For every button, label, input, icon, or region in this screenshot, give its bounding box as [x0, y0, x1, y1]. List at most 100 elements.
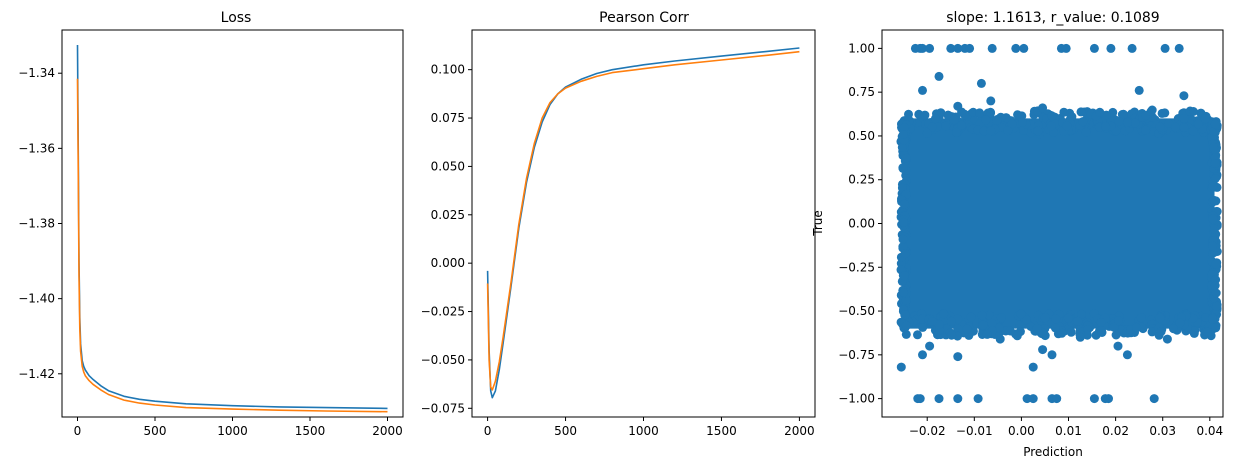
- scatter-cloud-point: [1067, 112, 1077, 122]
- scatter-cloud-point: [1201, 313, 1211, 322]
- scatter-cloud-point: [1033, 126, 1043, 136]
- scatter-point: [1038, 103, 1048, 113]
- scatter-point: [946, 43, 956, 53]
- pearson-panel: Pearson Corr 0 500 1000 1500 20000.1000.0750…: [421, 10, 816, 438]
- scatter-point: [1019, 43, 1029, 53]
- scatter-point: [1122, 350, 1132, 360]
- scatter-panel: slope: 1.1613, r_value: 0.1089 −0.02 −0.0…: [811, 10, 1224, 459]
- scatter-point: [1028, 362, 1038, 372]
- scatter-cloud-point: [966, 312, 976, 322]
- scatter-point: [1160, 43, 1170, 53]
- scatter-point: [1127, 43, 1137, 53]
- scatter-point: [1052, 394, 1062, 404]
- scatter-x-tick-label: 0.03: [1149, 424, 1176, 438]
- scatter-cloud-point: [901, 153, 911, 163]
- scatter-point: [1134, 85, 1144, 95]
- scatter-point: [896, 362, 906, 372]
- pearson-series-2-line: [486, 50, 800, 391]
- scatter-cloud-point: [1097, 326, 1106, 335]
- scatter-axes-frame: [881, 29, 1224, 418]
- scatter-cloud-point: [1005, 326, 1015, 336]
- loss-x-tick-label: 2000: [372, 424, 403, 438]
- scatter-cloud-point: [1210, 174, 1220, 183]
- scatter-point: [953, 394, 963, 404]
- pearson-title: Pearson Corr: [599, 10, 689, 26]
- scatter-cloud-point: [984, 310, 994, 320]
- scatter-cloud-point: [922, 128, 932, 138]
- scatter-x-tick-label: 0.02: [1102, 424, 1129, 438]
- scatter-cloud-point: [1013, 110, 1023, 120]
- scatter-dense-cloud: [903, 118, 1215, 329]
- scatter-cloud-point: [931, 114, 940, 124]
- scatter-cloud-point: [1147, 327, 1157, 337]
- scatter-point: [1038, 345, 1048, 355]
- scatter-cloud-point: [1012, 331, 1022, 341]
- scatter-cloud-point: [1130, 118, 1140, 128]
- scatter-point: [918, 43, 927, 53]
- pearson-y-tick-label: −0.075: [421, 401, 465, 415]
- scatter-point: [1104, 394, 1113, 404]
- scatter-point: [1106, 43, 1116, 53]
- pearson-y-tick-label: −0.025: [421, 305, 465, 319]
- loss-y-tick-label: −1.40: [18, 292, 55, 306]
- scatter-x-tick-label: 0.00: [1008, 424, 1035, 438]
- scatter-cloud-point: [941, 121, 951, 131]
- pearson-y-tick-label: −0.050: [421, 353, 465, 367]
- scatter-cloud-point: [1155, 313, 1165, 323]
- scatter-cloud-point: [1066, 327, 1076, 337]
- scatter-point: [953, 43, 963, 53]
- scatter-cloud-point: [898, 130, 908, 139]
- loss-axes-frame: [61, 29, 404, 418]
- scatter-cloud-point: [899, 123, 909, 133]
- scatter-point: [1162, 334, 1172, 344]
- scatter-cloud-point: [1081, 127, 1091, 137]
- loss-x-tick-label: 1000: [217, 424, 248, 438]
- scatter-cloud-point: [992, 116, 1002, 125]
- scatter-cloud-point: [899, 287, 909, 297]
- scatter-cloud-point: [1095, 107, 1105, 117]
- scatter-cloud-point: [900, 249, 910, 259]
- scatter-y-tick-label: 1.00: [848, 41, 875, 55]
- scatter-cloud-point: [1046, 121, 1056, 131]
- pearson-axes-frame: [471, 29, 816, 418]
- scatter-cloud-point: [962, 324, 972, 334]
- scatter-point: [986, 96, 996, 106]
- scatter-point: [925, 341, 935, 351]
- scatter-cloud-point: [1082, 330, 1092, 340]
- scatter-cloud-point: [899, 199, 909, 209]
- scatter-cloud-point: [1047, 111, 1057, 121]
- pearson-y-tick-label: 0.100: [431, 63, 465, 77]
- scatter-cloud-point: [1114, 316, 1123, 326]
- scatter-cloud-point: [898, 234, 908, 244]
- scatter-point: [1047, 350, 1057, 360]
- scatter-point: [918, 85, 927, 95]
- loss-y-tick-label: −1.36: [18, 141, 55, 155]
- scatter-cloud-point: [1141, 125, 1151, 135]
- scatter-cloud-point: [1169, 324, 1178, 334]
- scatter-point: [1203, 327, 1212, 337]
- scatter-point: [915, 394, 925, 404]
- scatter-cloud-point: [1209, 195, 1219, 205]
- scatter-point: [995, 334, 1005, 344]
- scatter-point: [1200, 113, 1210, 123]
- scatter-cloud-point: [1211, 288, 1221, 298]
- scatter-cloud-point: [1076, 107, 1086, 117]
- scatter-cloud-point: [1051, 314, 1061, 324]
- scatter-cloud-point: [1179, 113, 1189, 123]
- scatter-point: [1028, 394, 1038, 404]
- scatter-cloud-point: [1132, 323, 1142, 333]
- scatter-y-tick-label: 0.75: [848, 85, 875, 99]
- scatter-x-axis-label: Prediction: [1023, 445, 1083, 459]
- scatter-cloud-point: [1077, 309, 1086, 319]
- scatter-cloud-point: [1155, 122, 1165, 132]
- scatter-y-tick-label: −1.00: [838, 392, 875, 406]
- scatter-point: [934, 394, 944, 404]
- scatter-point: [973, 394, 983, 404]
- scatter-x-tick-label: −0.02: [909, 424, 946, 438]
- loss-y-tick-label: −1.38: [18, 217, 55, 231]
- scatter-cloud-point: [975, 108, 985, 118]
- scatter-cloud-point: [979, 126, 989, 136]
- loss-panel: Loss 0 500 1000 1500 2000 −1.34 −1.36 −1.38 −1.4…: [18, 10, 404, 438]
- scatter-cloud-point: [1062, 121, 1072, 131]
